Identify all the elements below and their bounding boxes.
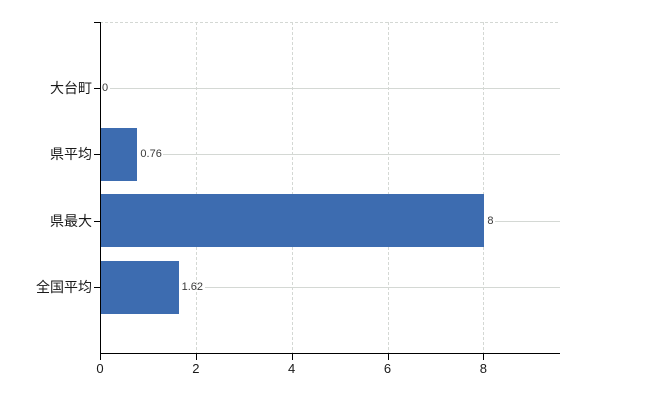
value-label: 1.62	[181, 281, 204, 294]
category-label: 大台町	[50, 79, 92, 96]
bar	[101, 260, 179, 314]
y-axis-tick	[94, 22, 100, 23]
bar	[101, 194, 485, 248]
gridline-vertical	[291, 22, 293, 353]
y-axis-tick	[94, 221, 100, 222]
category-label: 県最大	[50, 212, 92, 229]
y-axis-tick	[94, 154, 100, 155]
x-axis-tick	[483, 354, 485, 360]
gridline-horizontal	[495, 221, 560, 222]
gridline-vertical	[387, 22, 389, 353]
x-tick-label: 0	[96, 361, 104, 376]
x-tick-label: 6	[383, 361, 392, 376]
y-axis	[100, 22, 101, 354]
x-tick-label: 8	[479, 361, 487, 376]
x-tick-label: 4	[288, 361, 296, 376]
category-label: 全国平均	[36, 279, 92, 296]
category-label: 県平均	[50, 146, 92, 163]
x-axis	[100, 353, 560, 354]
gridline-horizontal	[110, 88, 560, 89]
x-axis-tick	[195, 354, 197, 360]
value-label: 0	[102, 81, 109, 94]
x-axis-tick	[291, 354, 293, 360]
x-tick-label: 2	[192, 361, 200, 376]
bar	[101, 127, 138, 181]
value-label: 8	[487, 214, 494, 227]
value-label: 0.76	[140, 148, 162, 161]
gridline-horizontal	[163, 154, 560, 155]
plot-top-border	[100, 22, 560, 23]
y-axis-tick	[94, 287, 100, 288]
x-axis-tick	[100, 354, 101, 360]
gridline-horizontal	[205, 287, 560, 288]
gridline-vertical	[483, 22, 485, 353]
gridline-vertical	[195, 22, 197, 353]
x-axis-tick	[387, 354, 389, 360]
y-axis-tick	[94, 88, 100, 89]
